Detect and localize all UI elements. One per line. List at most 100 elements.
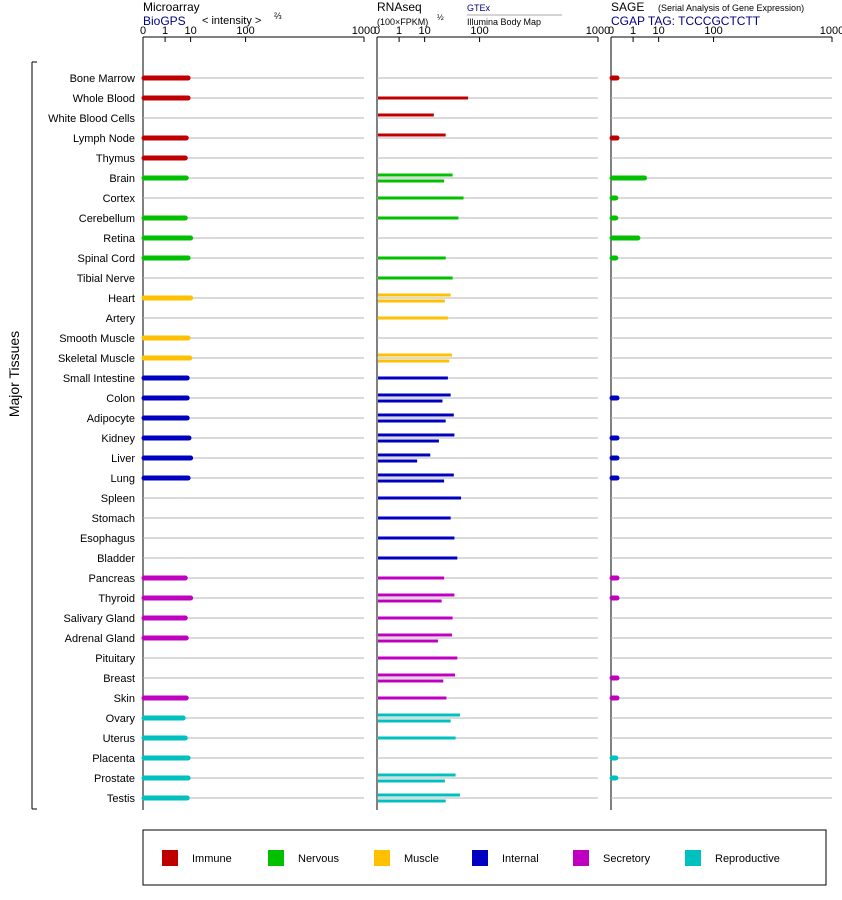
tissue-label: Testis: [107, 793, 136, 805]
sage-tick-label: 0: [608, 25, 614, 37]
tissue-row: Pituitary: [95, 653, 832, 665]
rnaseq-tick-label: 0: [374, 25, 380, 37]
rnaseq-unit: (100×FPKM): [377, 17, 428, 27]
tissue-label: Adipocyte: [87, 413, 135, 425]
sage-tick-label: 10: [652, 25, 664, 37]
tissue-label: Lung: [111, 473, 135, 485]
tissue-label: Salivary Gland: [63, 613, 135, 625]
tissue-row: Adipocyte: [87, 413, 832, 425]
tissue-label: Ovary: [106, 713, 136, 725]
tissue-row: White Blood Cells: [48, 113, 832, 125]
tissue-label: Thymus: [96, 153, 136, 165]
sage-tick-label: 1: [630, 25, 636, 37]
tissue-row: Thyroid: [98, 593, 832, 605]
side-label: Major Tissues: [6, 331, 22, 417]
legend: Immune Nervous Muscle Internal Secretory Repr…: [162, 850, 780, 866]
tissue-label: Breast: [103, 673, 135, 685]
tissue-row: Skeletal Muscle: [58, 353, 832, 365]
microarray-unit-exponent: ⅔: [274, 11, 282, 21]
tissue-row: Pancreas: [89, 573, 832, 585]
legend-label: Nervous: [298, 853, 339, 865]
tissue-row: Testis: [107, 793, 832, 805]
legend-swatch: [268, 850, 284, 866]
tissue-row: Bone Marrow: [70, 73, 832, 85]
biogps-link[interactable]: BioGPS: [143, 14, 186, 28]
tissue-label: Whole Blood: [73, 93, 135, 105]
gtex-link[interactable]: GTEx: [467, 3, 491, 13]
tissue-row: Stomach: [92, 513, 832, 525]
tissue-row: Kidney: [101, 433, 832, 445]
legend-entry: Reproductive: [685, 850, 780, 866]
tissue-row: Uterus: [103, 733, 832, 745]
sage-tick-label: 100: [704, 25, 722, 37]
tissue-label: White Blood Cells: [48, 113, 135, 125]
tissue-label: Thyroid: [98, 593, 135, 605]
tissue-row: Brain: [109, 173, 832, 185]
tissue-label: Uterus: [103, 733, 136, 745]
tissue-row: Heart: [108, 293, 832, 305]
illumina-body-map-label: Illumina Body Map: [467, 17, 541, 27]
tissue-label: Bladder: [97, 553, 135, 565]
legend-entry: Muscle: [374, 850, 439, 866]
microarray-tick-label: 10: [184, 25, 196, 37]
tissue-label: Retina: [103, 233, 136, 245]
tissue-label: Liver: [111, 453, 135, 465]
tissue-label: Brain: [109, 173, 135, 185]
tissue-row: Colon: [106, 393, 832, 405]
tissue-row: Lymph Node: [73, 133, 832, 145]
microarray-tick-label: 100: [236, 25, 254, 37]
tissue-row: Cerebellum: [79, 213, 832, 225]
tissue-label: Esophagus: [80, 533, 136, 545]
microarray-unit: < intensity >: [202, 15, 261, 27]
tissue-row: Spinal Cord: [78, 253, 832, 265]
rnaseq-tick-label: 1: [396, 25, 402, 37]
tissue-row: Esophagus: [80, 533, 832, 545]
sage-subtitle: (Serial Analysis of Gene Expression): [658, 3, 804, 13]
legend-swatch: [685, 850, 701, 866]
legend-swatch: [162, 850, 178, 866]
tissue-label: Adrenal Gland: [65, 633, 135, 645]
tissue-label: Artery: [106, 313, 136, 325]
microarray-tick-label: 0: [140, 25, 146, 37]
tissue-row: Smooth Muscle: [59, 333, 832, 345]
tissue-label: Heart: [108, 293, 135, 305]
tissue-row: Bladder: [97, 553, 832, 565]
tissue-rows: Bone Marrow Whole Blood White Blood Cells L…: [48, 73, 832, 805]
tissue-row: Thymus: [96, 153, 832, 165]
tissue-label: Placenta: [92, 753, 136, 765]
tissue-row: Retina: [103, 233, 832, 245]
tissue-label: Pancreas: [89, 573, 136, 585]
legend-label: Internal: [502, 853, 539, 865]
tissue-label: Smooth Muscle: [59, 333, 135, 345]
tissue-row: Tibial Nerve: [77, 273, 832, 285]
legend-swatch: [573, 850, 589, 866]
sage-tick-label: 1000: [820, 25, 842, 37]
tissue-row: Breast: [103, 673, 832, 685]
tissue-label: Lymph Node: [73, 133, 135, 145]
tissue-label: Colon: [106, 393, 135, 405]
tissue-row: Liver: [111, 453, 832, 465]
legend-box: [142, 829, 827, 886]
tissue-row: Prostate: [94, 773, 832, 785]
sage-tag-link[interactable]: CGAP TAG: TCCCGCTCTT: [611, 14, 761, 28]
tissue-row: Placenta: [92, 753, 832, 765]
legend-label: Immune: [192, 853, 232, 865]
tissue-label: Spinal Cord: [78, 253, 135, 265]
tissue-row: Whole Blood: [73, 93, 832, 105]
tissue-label: Tibial Nerve: [77, 273, 135, 285]
rnaseq-tick-label: 1000: [586, 25, 610, 37]
microarray-tick-label: 1: [162, 25, 168, 37]
tissue-label: Bone Marrow: [70, 73, 135, 85]
tissue-label: Cortex: [103, 193, 136, 205]
tissue-label: Cerebellum: [79, 213, 135, 225]
legend-label: Reproductive: [715, 853, 780, 865]
tissue-label: Kidney: [101, 433, 135, 445]
sage-title: SAGE: [611, 0, 644, 14]
legend-entry: Nervous: [268, 850, 339, 866]
tissue-label: Stomach: [92, 513, 135, 525]
rnaseq-title: RNAseq: [377, 0, 422, 14]
microarray-title: Microarray: [143, 0, 200, 14]
tissue-label: Prostate: [94, 773, 135, 785]
tissue-label: Skin: [114, 693, 135, 705]
tissue-row: Salivary Gland: [63, 613, 832, 625]
